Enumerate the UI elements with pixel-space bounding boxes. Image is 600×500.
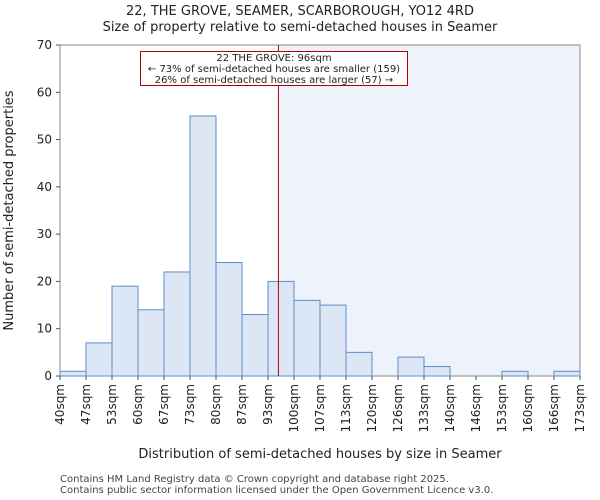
x-tick-label: 80sqm: [209, 384, 223, 425]
bar-87sqm: [241, 314, 269, 377]
x-tick-label: 73sqm: [183, 384, 197, 425]
chart-subtitle: Size of property relative to semi-detach…: [102, 20, 498, 35]
chart-title: 22, THE GROVE, SEAMER, SCARBOROUGH, YO12…: [126, 4, 474, 19]
y-tick-label: 0: [44, 369, 52, 383]
x-tick-label: 146sqm: [469, 384, 483, 432]
x-tick-label: 160sqm: [521, 384, 535, 432]
y-tick-label: 70: [37, 38, 52, 52]
y-tick-label: 40: [37, 180, 52, 194]
bar-80sqm: [215, 262, 243, 377]
x-tick-label: 87sqm: [235, 384, 249, 425]
x-tick-label: 166sqm: [547, 384, 561, 432]
x-tick-label: 100sqm: [287, 384, 301, 432]
annotation-line-1: 22 THE GROVE: 96sqm: [216, 53, 332, 64]
y-tick-label: 60: [37, 85, 52, 99]
bar-67sqm: [163, 271, 191, 377]
x-tick-label: 173sqm: [573, 384, 587, 432]
bar-100sqm: [293, 299, 321, 377]
x-tick-label: 107sqm: [313, 384, 327, 432]
bar-107sqm: [319, 304, 347, 377]
x-tick-label: 47sqm: [79, 384, 93, 425]
y-tick-label: 30: [37, 227, 52, 241]
bar-53sqm: [111, 285, 139, 377]
x-tick-label: 53sqm: [105, 384, 119, 425]
footer-line-1: Contains HM Land Registry data © Crown c…: [60, 474, 449, 485]
x-axis-label: Distribution of semi-detached houses by …: [138, 447, 502, 462]
x-tick-label: 67sqm: [157, 384, 171, 425]
bar-126sqm: [397, 356, 425, 377]
bar-93sqm: [267, 280, 295, 377]
x-tick-label: 153sqm: [495, 384, 509, 432]
x-tick-label: 133sqm: [417, 384, 431, 432]
bar-40sqm: [59, 370, 87, 377]
y-tick-label: 20: [37, 274, 52, 288]
bar-153sqm: [501, 370, 529, 377]
bar-73sqm: [189, 115, 217, 377]
property-annotation-box: 22 THE GROVE: 96sqm ← 73% of semi-detach…: [140, 51, 408, 86]
y-tick-label: 10: [37, 322, 52, 336]
bar-47sqm: [85, 342, 113, 377]
x-tick-label: 140sqm: [443, 384, 457, 432]
bar-133sqm: [423, 366, 451, 377]
bar-60sqm: [137, 309, 165, 377]
x-tick-label: 113sqm: [339, 384, 353, 432]
y-axis-label: Number of semi-detached properties: [2, 90, 17, 330]
footer-line-2: Contains public sector information licen…: [60, 485, 494, 496]
annotation-line-3: 26% of semi-detached houses are larger (…: [154, 75, 394, 86]
annotation-line-2: ← 73% of semi-detached houses are smalle…: [147, 64, 401, 75]
bar-166sqm: [553, 370, 581, 377]
x-tick-label: 120sqm: [365, 384, 379, 432]
x-tick-label: 93sqm: [261, 384, 275, 425]
x-tick-label: 60sqm: [131, 384, 145, 425]
y-tick-label: 50: [37, 133, 52, 147]
x-tick-label: 126sqm: [391, 384, 405, 432]
x-tick-label: 40sqm: [53, 384, 67, 425]
bar-113sqm: [345, 351, 373, 377]
